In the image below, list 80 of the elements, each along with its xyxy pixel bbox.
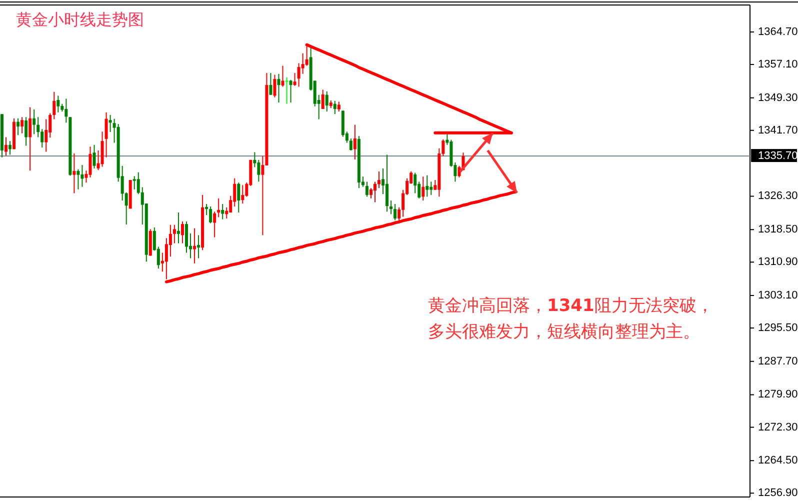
candlestick [378,170,381,189]
candlestick [80,164,84,188]
candlestick [28,106,32,172]
candlestick [430,181,433,196]
candlestick [293,72,296,86]
y-tick-label: 1287.70 [758,355,798,368]
candlestick [104,112,108,158]
annotation: 黄金冲高回落，1341阻力无法突破，多头很难发力，短线横向整理为主。 [428,296,714,342]
candlestick [52,91,56,120]
candlestick [4,136,8,156]
y-tick-label: 1357.10 [758,58,798,70]
candlestick [193,228,196,264]
y-tick-label: 1318.50 [758,224,798,236]
y-tick-label: 1272.30 [758,421,798,434]
candlestick [100,131,104,168]
candlestick [16,118,20,136]
candlestick [180,220,184,244]
candlestick [390,200,393,215]
candlestick [353,124,356,160]
candlestick [325,90,328,112]
candlestick [56,95,60,113]
candlestick [108,114,112,133]
candlestick [241,184,244,204]
candlestick [337,101,340,112]
candlestick [349,138,352,151]
candlestick [76,168,80,190]
y-tick-label: 1310.90 [758,256,798,268]
candlestick [237,182,240,213]
candlestick [48,112,52,138]
candlestick [333,100,336,115]
ref-line-label: 1335.70 [758,150,798,162]
candlestick [374,181,376,203]
candlestick [92,144,96,169]
candlestick [20,116,24,134]
candlestick [269,72,272,96]
candlestick [172,224,176,244]
y-tick-label: 1264.50 [758,454,798,467]
candlestick [297,62,300,88]
candlestick [301,52,304,74]
candlestick [394,203,397,221]
candlestick [257,159,260,182]
candlestick [426,174,429,198]
candlestick [205,203,208,216]
candlestick [273,74,276,98]
candlestick [414,172,417,194]
candlestick [213,211,216,238]
candlestick [289,79,292,104]
candlestick [281,65,284,88]
candlestick [321,89,324,110]
candlestick [32,108,36,135]
chart-title: 黄金小时线走势图 [16,10,144,31]
candlestick [168,224,172,258]
y-tick-label: 1349.30 [758,92,798,104]
candlestick [40,128,44,148]
candlestick [88,146,92,178]
candlestick [365,181,368,198]
candlestick [369,188,372,199]
candlestick [184,220,188,254]
candlestick [176,212,180,244]
candlestick [277,73,280,104]
candlestick [132,176,136,190]
y-tick-label: 1326.30 [758,190,798,202]
candlestick [285,76,288,104]
candlestick [217,198,220,218]
candlestick [8,140,12,156]
candlestick [44,118,48,152]
candlestick [422,176,425,202]
candlestick [24,116,28,146]
candlestick [209,206,212,224]
candlestick [72,152,76,194]
y-tick-label: 1256.90 [758,487,798,500]
candlestick [221,203,224,220]
y-tick-label: 1364.70 [758,26,798,38]
candlestick [197,234,200,259]
candlestick [386,154,389,212]
y-tick-label: 1341.70 [758,124,798,136]
y-tick-label: 1295.50 [758,322,798,334]
y-tick-label: 1303.10 [758,289,798,302]
candlestick [64,98,68,124]
y-tick-label: 1279.90 [758,388,798,401]
